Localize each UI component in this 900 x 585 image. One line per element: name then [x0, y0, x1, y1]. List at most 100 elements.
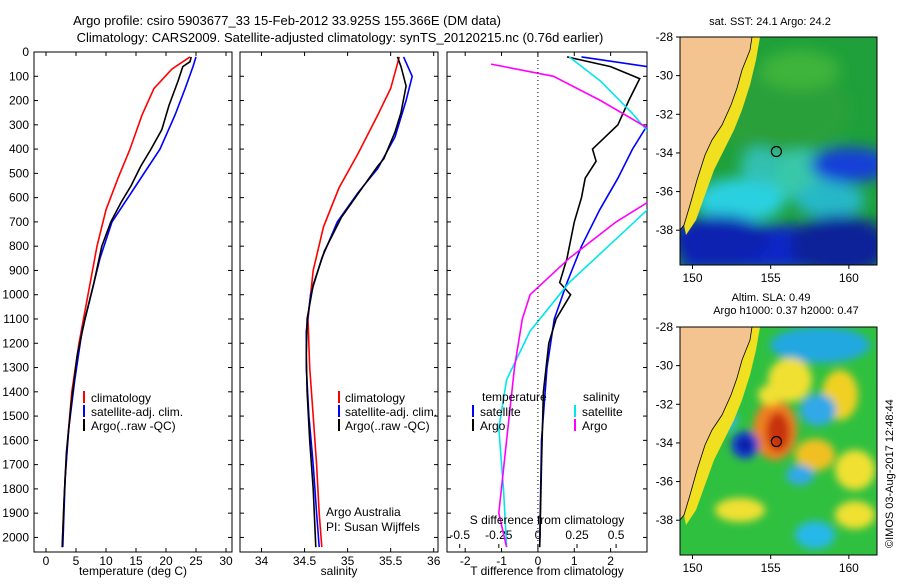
- lon-tick-label: 160: [839, 561, 859, 575]
- series-line-climatology: [307, 56, 401, 548]
- series-group: [538, 56, 647, 548]
- depth-tick-label: 300: [9, 118, 29, 132]
- series-group: [497, 56, 647, 548]
- depth-tick-label: 1400: [2, 385, 29, 399]
- series-line-temperature-argo: [538, 56, 641, 548]
- x-tick-label: 15: [129, 554, 143, 568]
- lon-tick-label: 160: [839, 271, 859, 285]
- depth-tick-label: 600: [9, 191, 29, 205]
- lon-tick-label: 155: [761, 561, 781, 575]
- difference-legend: temperature salinity satellite Argo sate…: [472, 390, 623, 433]
- depth-tick-label: 1600: [2, 433, 29, 447]
- depth-tick-label: 1100: [3, 312, 29, 326]
- lat-tick-label: -38: [656, 513, 674, 527]
- depth-tick-label: 1800: [2, 482, 29, 496]
- argo-float-marker: [770, 145, 783, 158]
- lat-tick-label: -28: [656, 320, 674, 334]
- lat-tick-label: -32: [656, 397, 674, 411]
- x-tick-label: 0: [535, 554, 542, 568]
- depth-tick-label: 900: [9, 263, 29, 277]
- series-line-salinity-argo: [490, 63, 647, 548]
- x-tick-label: 2: [607, 554, 614, 568]
- temperature-legend: climatology satellite-adj. clim. Argo(..…: [83, 391, 183, 433]
- lat-tick-label: -34: [656, 146, 674, 160]
- series-line-argo-raw-qc-: [305, 56, 407, 548]
- legend-clim-label: climatology: [91, 391, 151, 405]
- legend-argo-label: Argo(..raw -QC): [91, 419, 176, 433]
- legend-sat-label: satellite-adj. clim.: [91, 405, 183, 419]
- depth-tick-label: 400: [9, 142, 29, 156]
- x-tick-label: 34: [255, 554, 269, 568]
- salinity-axis-label: salinity: [321, 564, 358, 578]
- sla-map-frame: [679, 326, 878, 556]
- series-line-argo-raw-qc-: [61, 56, 192, 548]
- series-group: [538, 56, 641, 548]
- argo-float-marker: [770, 435, 783, 448]
- difference-panel: [446, 51, 648, 553]
- x-tick-label: 1: [571, 554, 578, 568]
- temperature-panel: [33, 51, 233, 553]
- x-tick-label: 0: [43, 554, 50, 568]
- sst-map: [680, 37, 877, 265]
- sla-map-title: Altim. SLA: 0.49: [732, 292, 811, 304]
- legend-sal-head: salinity: [583, 390, 620, 404]
- depth-tick-label: 1500: [2, 409, 29, 423]
- temperature-axis-label: temperature (deg C): [79, 564, 187, 578]
- header-line-2: Climatology: CARS2009. Satellite-adjuste…: [77, 30, 604, 45]
- series-line-salinity-satellite: [497, 56, 647, 548]
- lat-tick-label: -30: [656, 359, 674, 373]
- series-line-temperature-satellite: [538, 56, 647, 548]
- s-diff-tick-label: -0.25: [485, 528, 513, 542]
- x-tick-label: -1: [496, 554, 507, 568]
- t-difference-axis-label: T difference from climatology: [470, 564, 624, 578]
- depth-tick-label: 1200: [2, 336, 29, 350]
- lon-tick-label: 150: [682, 271, 702, 285]
- legend-sat-label: satellite-adj. clim.: [345, 405, 437, 419]
- legend-argo-label: Argo(..raw -QC): [345, 419, 430, 433]
- series-group: [307, 56, 401, 548]
- series-group: [490, 63, 647, 548]
- depth-tick-label: 1900: [2, 506, 29, 520]
- sst-map-axes: -28 -30 -32 -34 -36 -38 150 155 160: [656, 30, 860, 285]
- x-tick-label: 20: [159, 554, 173, 568]
- header-line-1: Argo profile: csiro 5903677_33 15-Feb-20…: [73, 13, 501, 28]
- org-label: Argo Australia: [326, 505, 401, 519]
- depth-tick-label: 1700: [2, 458, 29, 472]
- x-tick-label: 25: [189, 554, 203, 568]
- series-group: [305, 56, 407, 548]
- s-diff-tick-label: 0.5: [608, 528, 625, 542]
- salinity-legend: climatology satellite-adj. clim. Argo(..…: [338, 391, 437, 433]
- sst-map-frame: [679, 36, 878, 266]
- depth-tick-label: 200: [9, 94, 29, 108]
- lat-tick-label: -34: [656, 436, 674, 450]
- x-tick-label: 10: [99, 554, 113, 568]
- lon-tick-label: 150: [682, 561, 702, 575]
- depth-tick-label: 800: [9, 239, 29, 253]
- lat-tick-label: -38: [656, 223, 674, 237]
- s-difference-axis-label: S difference from climatology: [470, 513, 625, 527]
- series-group: [61, 56, 192, 548]
- pi-label: PI: Susan Wijffels: [326, 520, 420, 534]
- legend-temp-head: temperature: [482, 390, 547, 404]
- x-tick-label: 5: [73, 554, 80, 568]
- lat-tick-label: -32: [656, 107, 674, 121]
- salinity-panel: [239, 51, 439, 553]
- x-tick-label: 34.5: [293, 554, 317, 568]
- depth-tick-label: 700: [9, 215, 29, 229]
- lat-tick-label: -36: [656, 475, 674, 489]
- x-tick-label: 30: [219, 554, 233, 568]
- legend-s-sat-label: satellite: [582, 405, 623, 419]
- legend-clim-label: climatology: [345, 391, 405, 405]
- depth-tick-label: 1000: [2, 288, 29, 302]
- legend-t-argo-label: Argo: [480, 419, 506, 433]
- sla-map-subtitle: Argo h1000: 0.37 h2000: 0.47: [713, 305, 859, 317]
- x-tick-label: -2: [460, 554, 471, 568]
- depth-tick-label: 500: [9, 166, 29, 180]
- s-diff-tick-label: 0: [535, 528, 542, 542]
- s-diff-tick-label: 0.25: [565, 528, 589, 542]
- lat-tick-label: -30: [656, 69, 674, 83]
- x-tick-label: 36: [427, 554, 441, 568]
- depth-tick-label: 0: [22, 45, 29, 59]
- profile-curves: [61, 56, 647, 548]
